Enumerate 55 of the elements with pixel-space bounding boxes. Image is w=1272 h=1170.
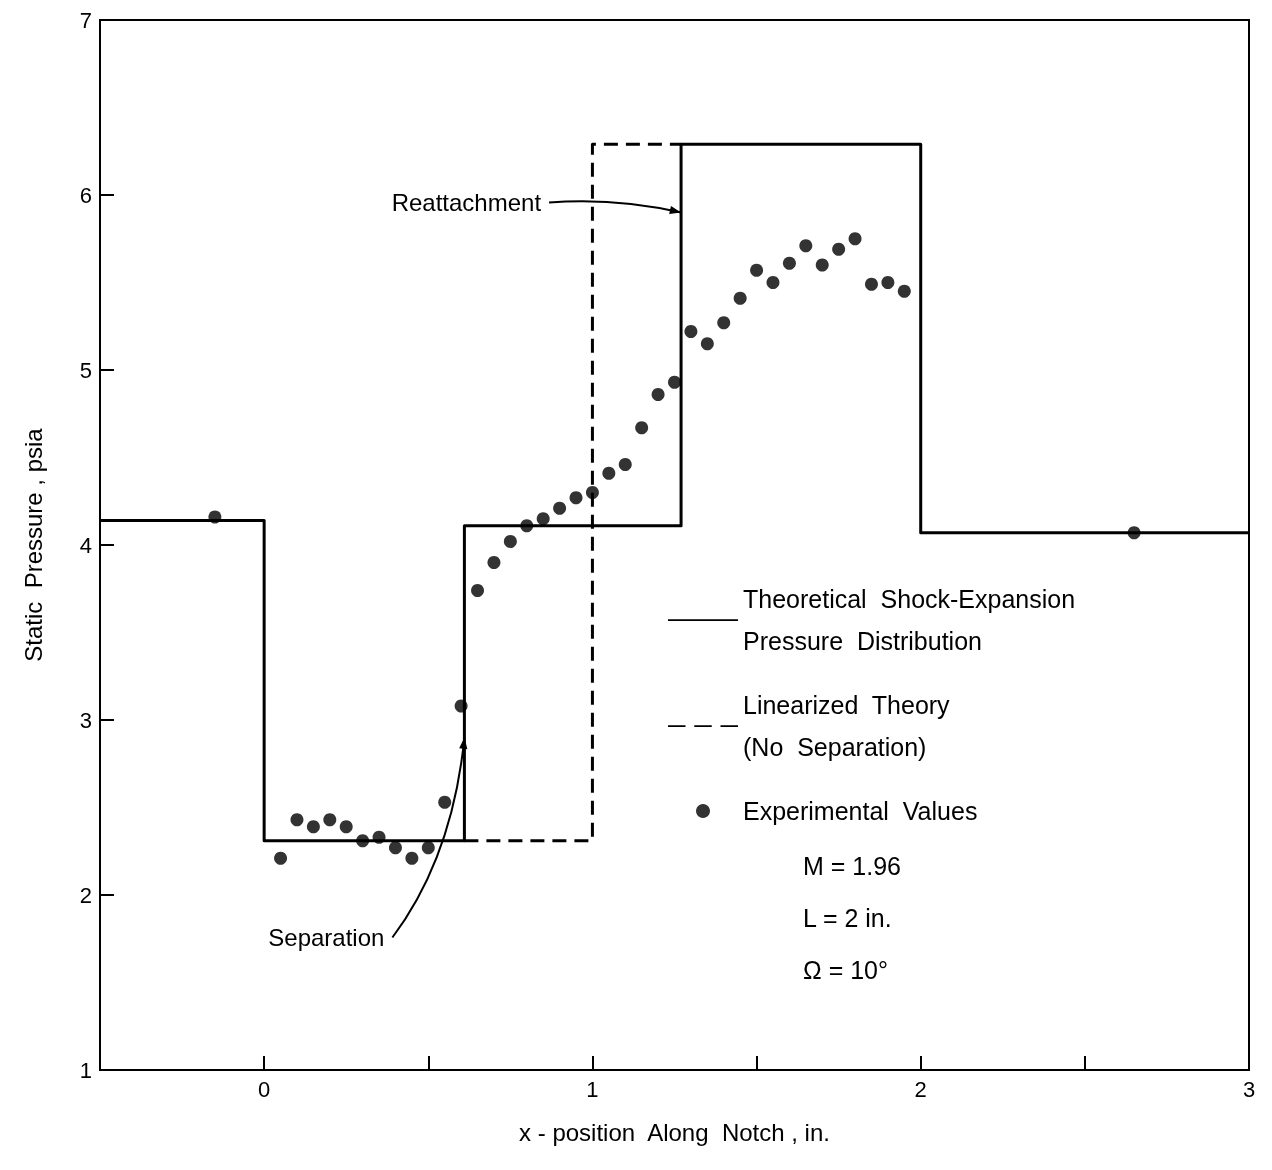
point (602, 466, 616, 480)
point (421, 841, 435, 855)
x-tick-label: 2 (914, 1076, 927, 1102)
legend-label: Theoretical Shock-Expansion Pressure Distribution (743, 585, 1076, 655)
point (503, 535, 517, 548)
annotation: Ω = 10° (803, 955, 888, 984)
annotation: L = 2 in. (803, 903, 892, 932)
x-tick-label: 1 (586, 1076, 599, 1102)
x-tick-label: 0 (258, 1076, 271, 1102)
point (815, 258, 829, 272)
point (471, 584, 485, 597)
legend-label: Linearized Theory (No Separation) (743, 691, 951, 761)
point (897, 284, 911, 298)
point (750, 263, 764, 277)
y-tick-label: 2 (79, 882, 92, 908)
x-tick-label: 3 (1242, 1076, 1256, 1102)
annotation: Reattachment (391, 189, 542, 216)
point (881, 276, 895, 289)
point (848, 232, 862, 246)
point (438, 795, 452, 809)
x-axis-title: x - position Along Notch , in. (519, 1118, 830, 1146)
point (635, 421, 649, 435)
annotation: Separation (268, 924, 385, 951)
point (832, 242, 846, 256)
point (700, 337, 714, 351)
point (733, 291, 747, 305)
point (799, 239, 813, 253)
point (569, 491, 583, 505)
point (274, 851, 288, 865)
legend-label: Experimental Values (743, 797, 978, 825)
y-tick-label: 5 (79, 357, 92, 383)
point (536, 512, 550, 526)
annotation: M = 1.96 (803, 851, 901, 880)
y-tick-label: 6 (79, 182, 92, 208)
y-axis-title: Static Pressure , psia (19, 427, 47, 662)
point (323, 813, 337, 827)
point (782, 256, 796, 270)
point (651, 388, 665, 401)
point (290, 813, 304, 827)
point (684, 325, 698, 338)
y-tick-label: 4 (79, 532, 92, 558)
y-tick-label: 7 (79, 7, 92, 33)
point (388, 841, 402, 855)
point (717, 316, 731, 330)
y-tick-label: 3 (79, 707, 92, 733)
point (618, 458, 632, 471)
point (864, 277, 878, 291)
point (339, 820, 353, 834)
point (553, 501, 567, 515)
point (306, 820, 320, 834)
point (766, 276, 780, 289)
point (487, 556, 501, 569)
y-tick-label: 1 (79, 1057, 92, 1083)
point (405, 851, 419, 865)
point (668, 375, 681, 389)
